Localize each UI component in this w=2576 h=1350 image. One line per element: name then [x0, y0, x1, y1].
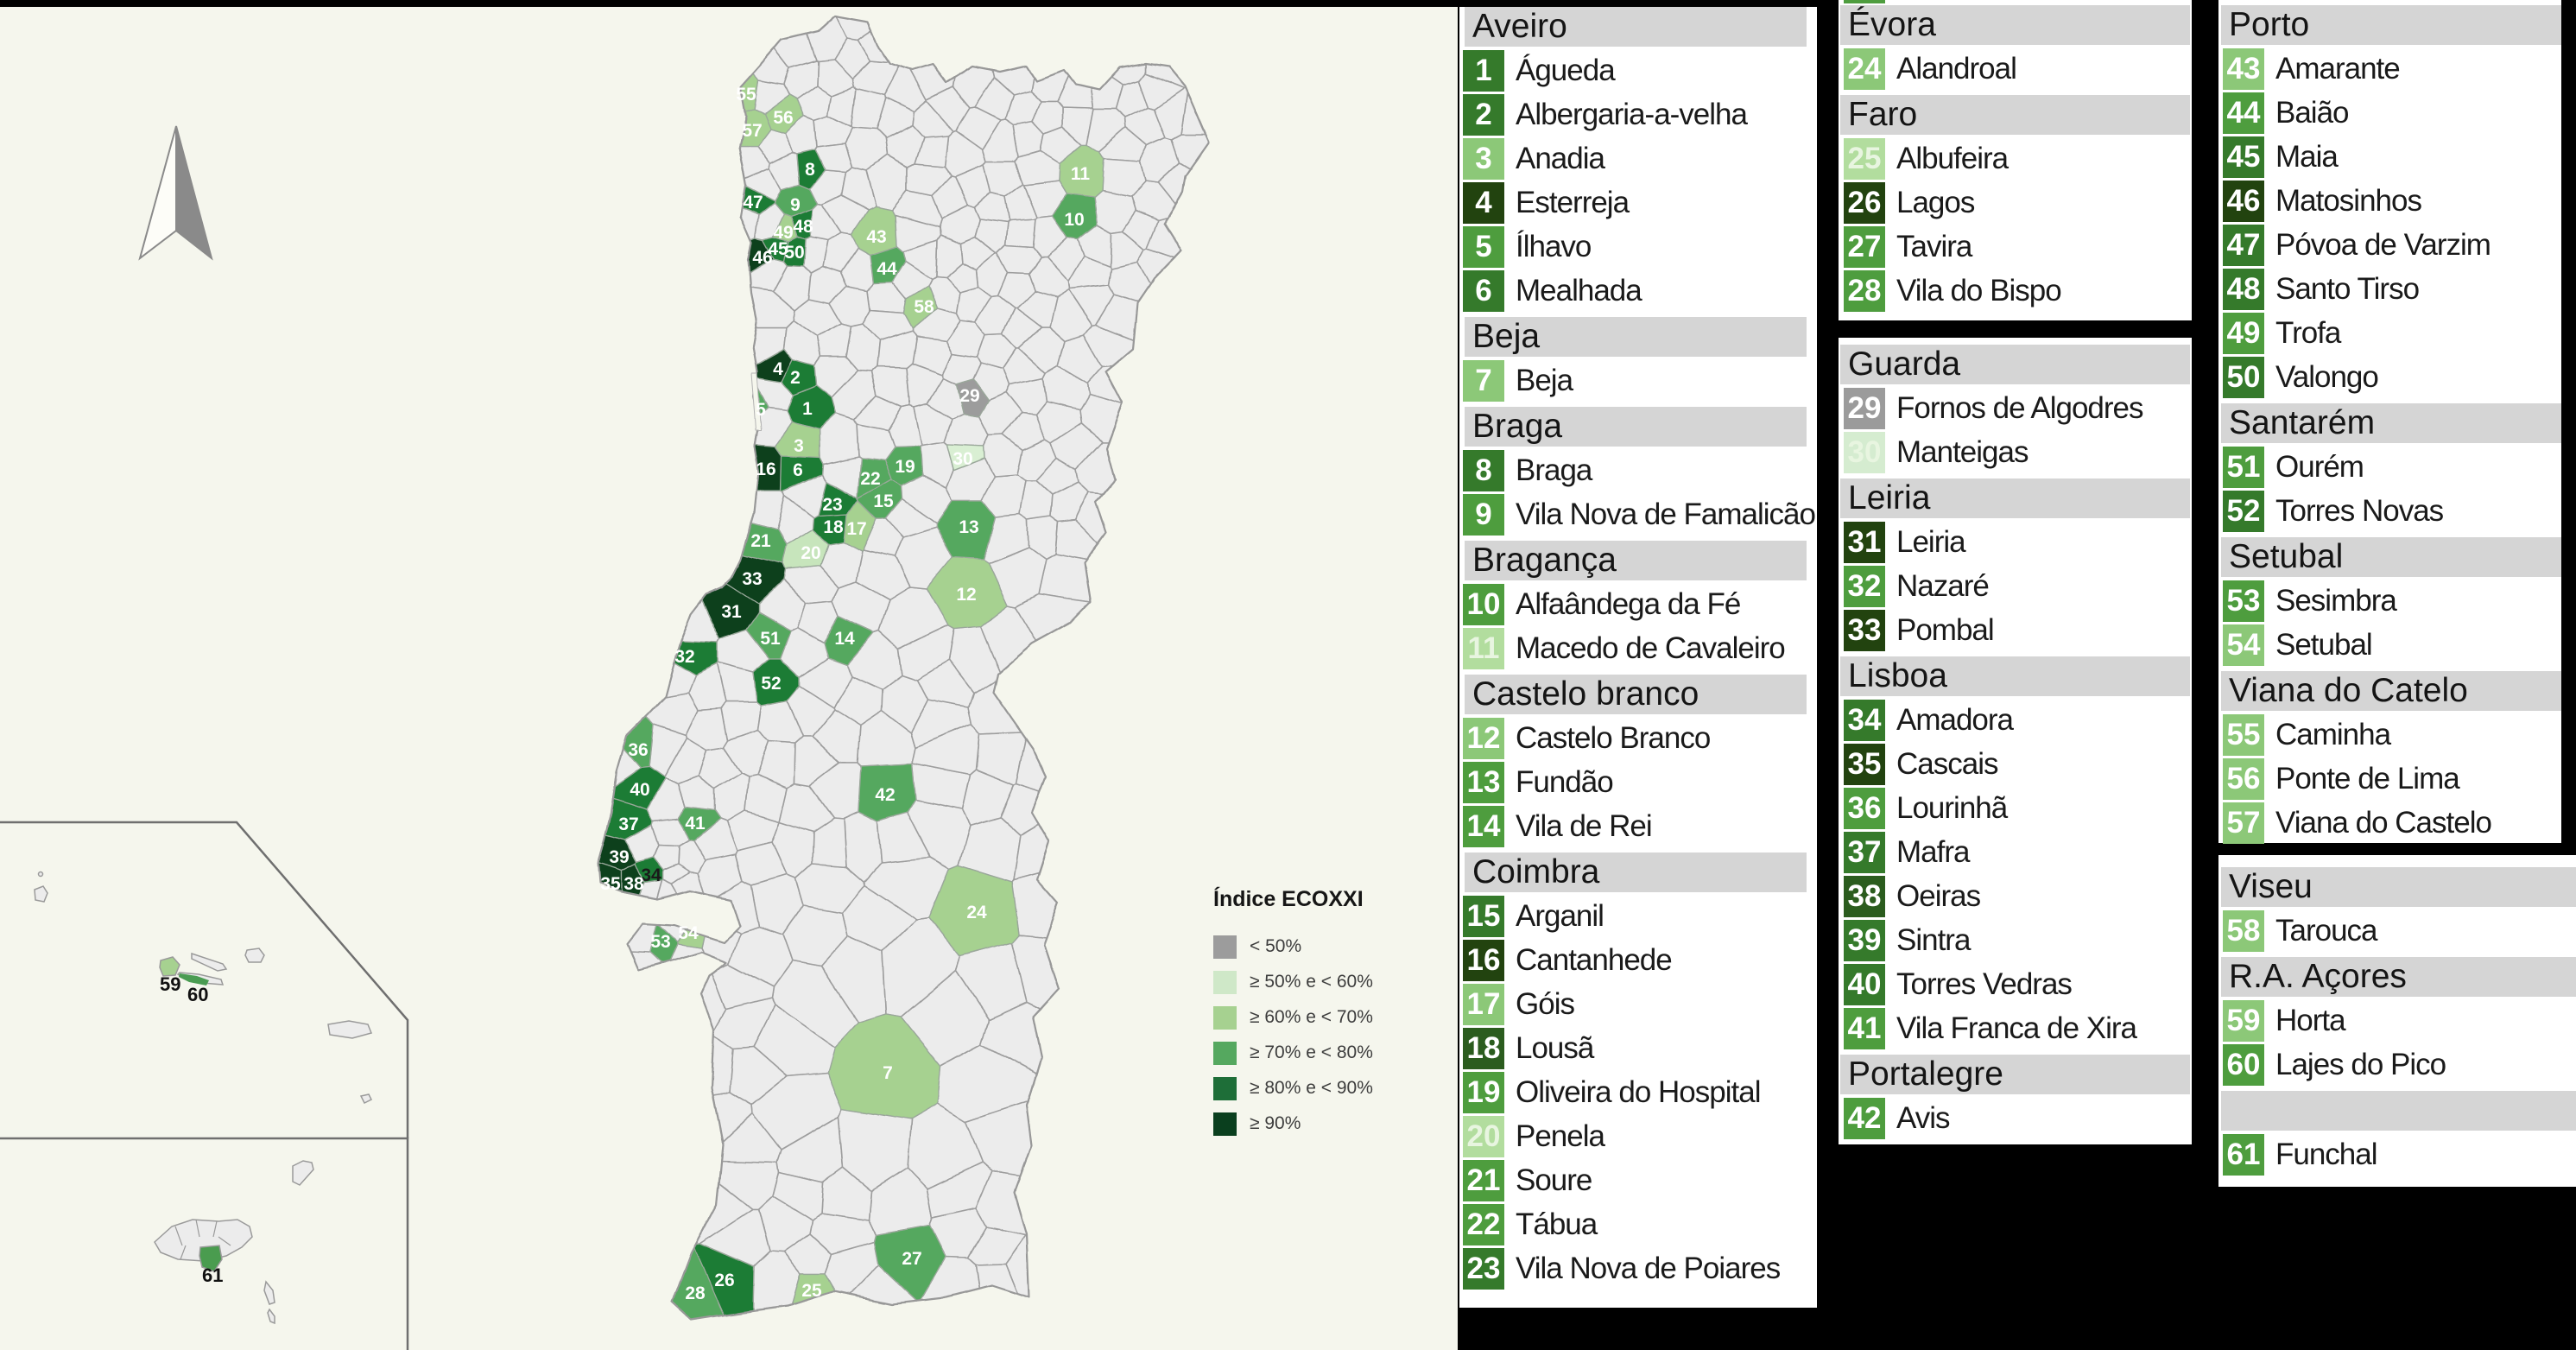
svg-text:39: 39 [609, 847, 629, 867]
svg-text:3: 3 [794, 436, 804, 456]
svg-text:31: 31 [721, 602, 742, 622]
svg-text:54: 54 [678, 923, 699, 943]
svg-text:8: 8 [805, 160, 815, 180]
svg-text:Índice ECOXXI: Índice ECOXXI [1213, 886, 1364, 911]
svg-text:11: 11 [1071, 164, 1091, 184]
svg-text:38: 38 [623, 874, 644, 894]
svg-text:10: 10 [1064, 210, 1084, 230]
svg-text:19: 19 [895, 457, 915, 477]
svg-text:40: 40 [630, 780, 649, 800]
svg-text:29: 29 [959, 386, 979, 406]
svg-text:21: 21 [750, 531, 771, 551]
svg-text:58: 58 [914, 297, 934, 317]
svg-text:45: 45 [768, 239, 788, 259]
svg-text:4: 4 [773, 359, 783, 379]
svg-text:41: 41 [685, 814, 706, 833]
svg-text:47: 47 [743, 193, 763, 212]
svg-text:9: 9 [790, 195, 801, 215]
svg-text:18: 18 [823, 517, 844, 537]
svg-text:60: 60 [187, 984, 208, 1005]
svg-text:59: 59 [160, 973, 180, 995]
svg-text:53: 53 [650, 932, 670, 952]
svg-text:42: 42 [875, 785, 895, 805]
svg-text:51: 51 [760, 629, 781, 649]
svg-text:23: 23 [822, 495, 842, 515]
svg-text:33: 33 [742, 569, 762, 589]
svg-text:26: 26 [714, 1271, 734, 1290]
svg-text:5: 5 [756, 400, 766, 420]
svg-text:27: 27 [902, 1249, 921, 1269]
svg-text:20: 20 [801, 543, 820, 563]
svg-text:30: 30 [953, 449, 972, 469]
svg-text:35: 35 [600, 874, 621, 894]
svg-text:52: 52 [761, 674, 781, 694]
svg-text:55: 55 [736, 85, 756, 105]
svg-text:2: 2 [790, 368, 801, 388]
svg-text:12: 12 [956, 585, 976, 605]
svg-text:43: 43 [866, 227, 886, 247]
svg-text:50: 50 [784, 243, 804, 263]
svg-text:28: 28 [685, 1283, 706, 1303]
svg-text:44: 44 [877, 259, 897, 279]
svg-text:22: 22 [860, 469, 880, 489]
svg-text:14: 14 [834, 629, 855, 649]
svg-text:7: 7 [883, 1063, 893, 1083]
svg-text:6: 6 [793, 460, 803, 480]
svg-text:48: 48 [793, 217, 813, 237]
svg-text:61: 61 [202, 1264, 223, 1286]
svg-text:56: 56 [773, 108, 793, 128]
svg-text:34: 34 [641, 865, 661, 885]
svg-text:13: 13 [959, 517, 978, 537]
svg-text:49: 49 [773, 223, 793, 243]
svg-text:36: 36 [628, 740, 648, 760]
svg-text:1: 1 [802, 399, 813, 419]
svg-text:17: 17 [846, 519, 866, 539]
svg-text:46: 46 [752, 248, 772, 268]
svg-text:37: 37 [618, 814, 638, 834]
svg-text:24: 24 [966, 903, 987, 922]
svg-text:15: 15 [873, 491, 894, 511]
svg-text:57: 57 [742, 121, 762, 141]
svg-text:25: 25 [801, 1281, 822, 1301]
svg-text:32: 32 [674, 647, 694, 667]
svg-text:16: 16 [756, 460, 775, 479]
